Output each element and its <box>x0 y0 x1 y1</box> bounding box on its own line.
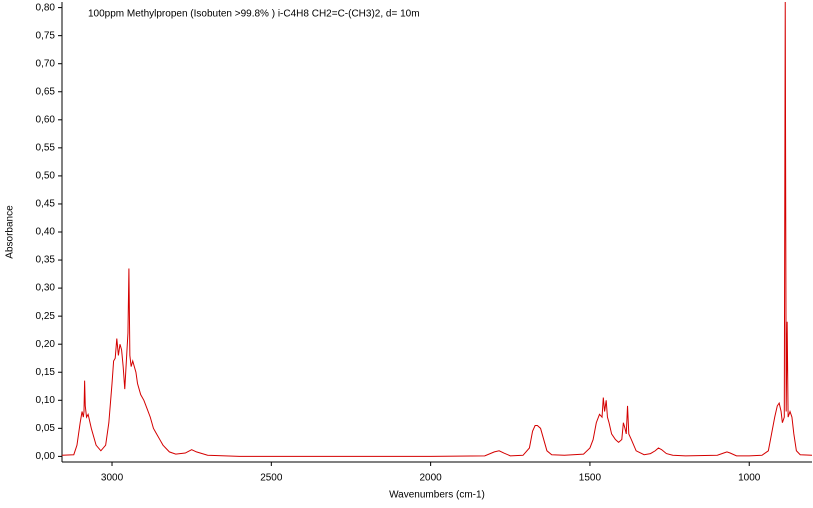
y-tick-label: 0,15 <box>36 367 56 378</box>
y-tick-label: 0,10 <box>36 395 56 406</box>
chart-title: 100ppm Methylpropen (Isobuten >99.8% ) i… <box>88 9 420 20</box>
y-tick-label: 0,05 <box>36 423 56 434</box>
y-tick-label: 0,65 <box>36 86 56 97</box>
y-axis-label: Absorbance <box>5 205 16 259</box>
x-tick-label: 1500 <box>579 473 602 484</box>
spectrum-line <box>61 1 813 457</box>
y-tick-label: 0,45 <box>36 199 56 210</box>
y-tick-label: 0,30 <box>36 283 56 294</box>
x-tick-label: 1000 <box>738 473 761 484</box>
y-tick-label: 0,80 <box>36 2 56 13</box>
y-tick-label: 0,25 <box>36 311 56 322</box>
x-tick-label: 2000 <box>420 473 443 484</box>
y-tick-label: 0,70 <box>36 58 56 69</box>
y-tick-label: 0,50 <box>36 171 56 182</box>
y-tick-label: 0,75 <box>36 30 56 41</box>
y-tick-label: 0,55 <box>36 142 56 153</box>
y-tick-label: 0,35 <box>36 255 56 266</box>
y-tick-label: 0,00 <box>36 451 56 462</box>
y-tick-label: 0,60 <box>36 114 56 125</box>
x-tick-label: 2500 <box>260 473 283 484</box>
y-tick-label: 0,40 <box>36 227 56 238</box>
x-axis-label: Wavenumbers (cm-1) <box>389 490 485 501</box>
x-tick-label: 3000 <box>101 473 124 484</box>
y-tick-label: 0,20 <box>36 339 56 350</box>
